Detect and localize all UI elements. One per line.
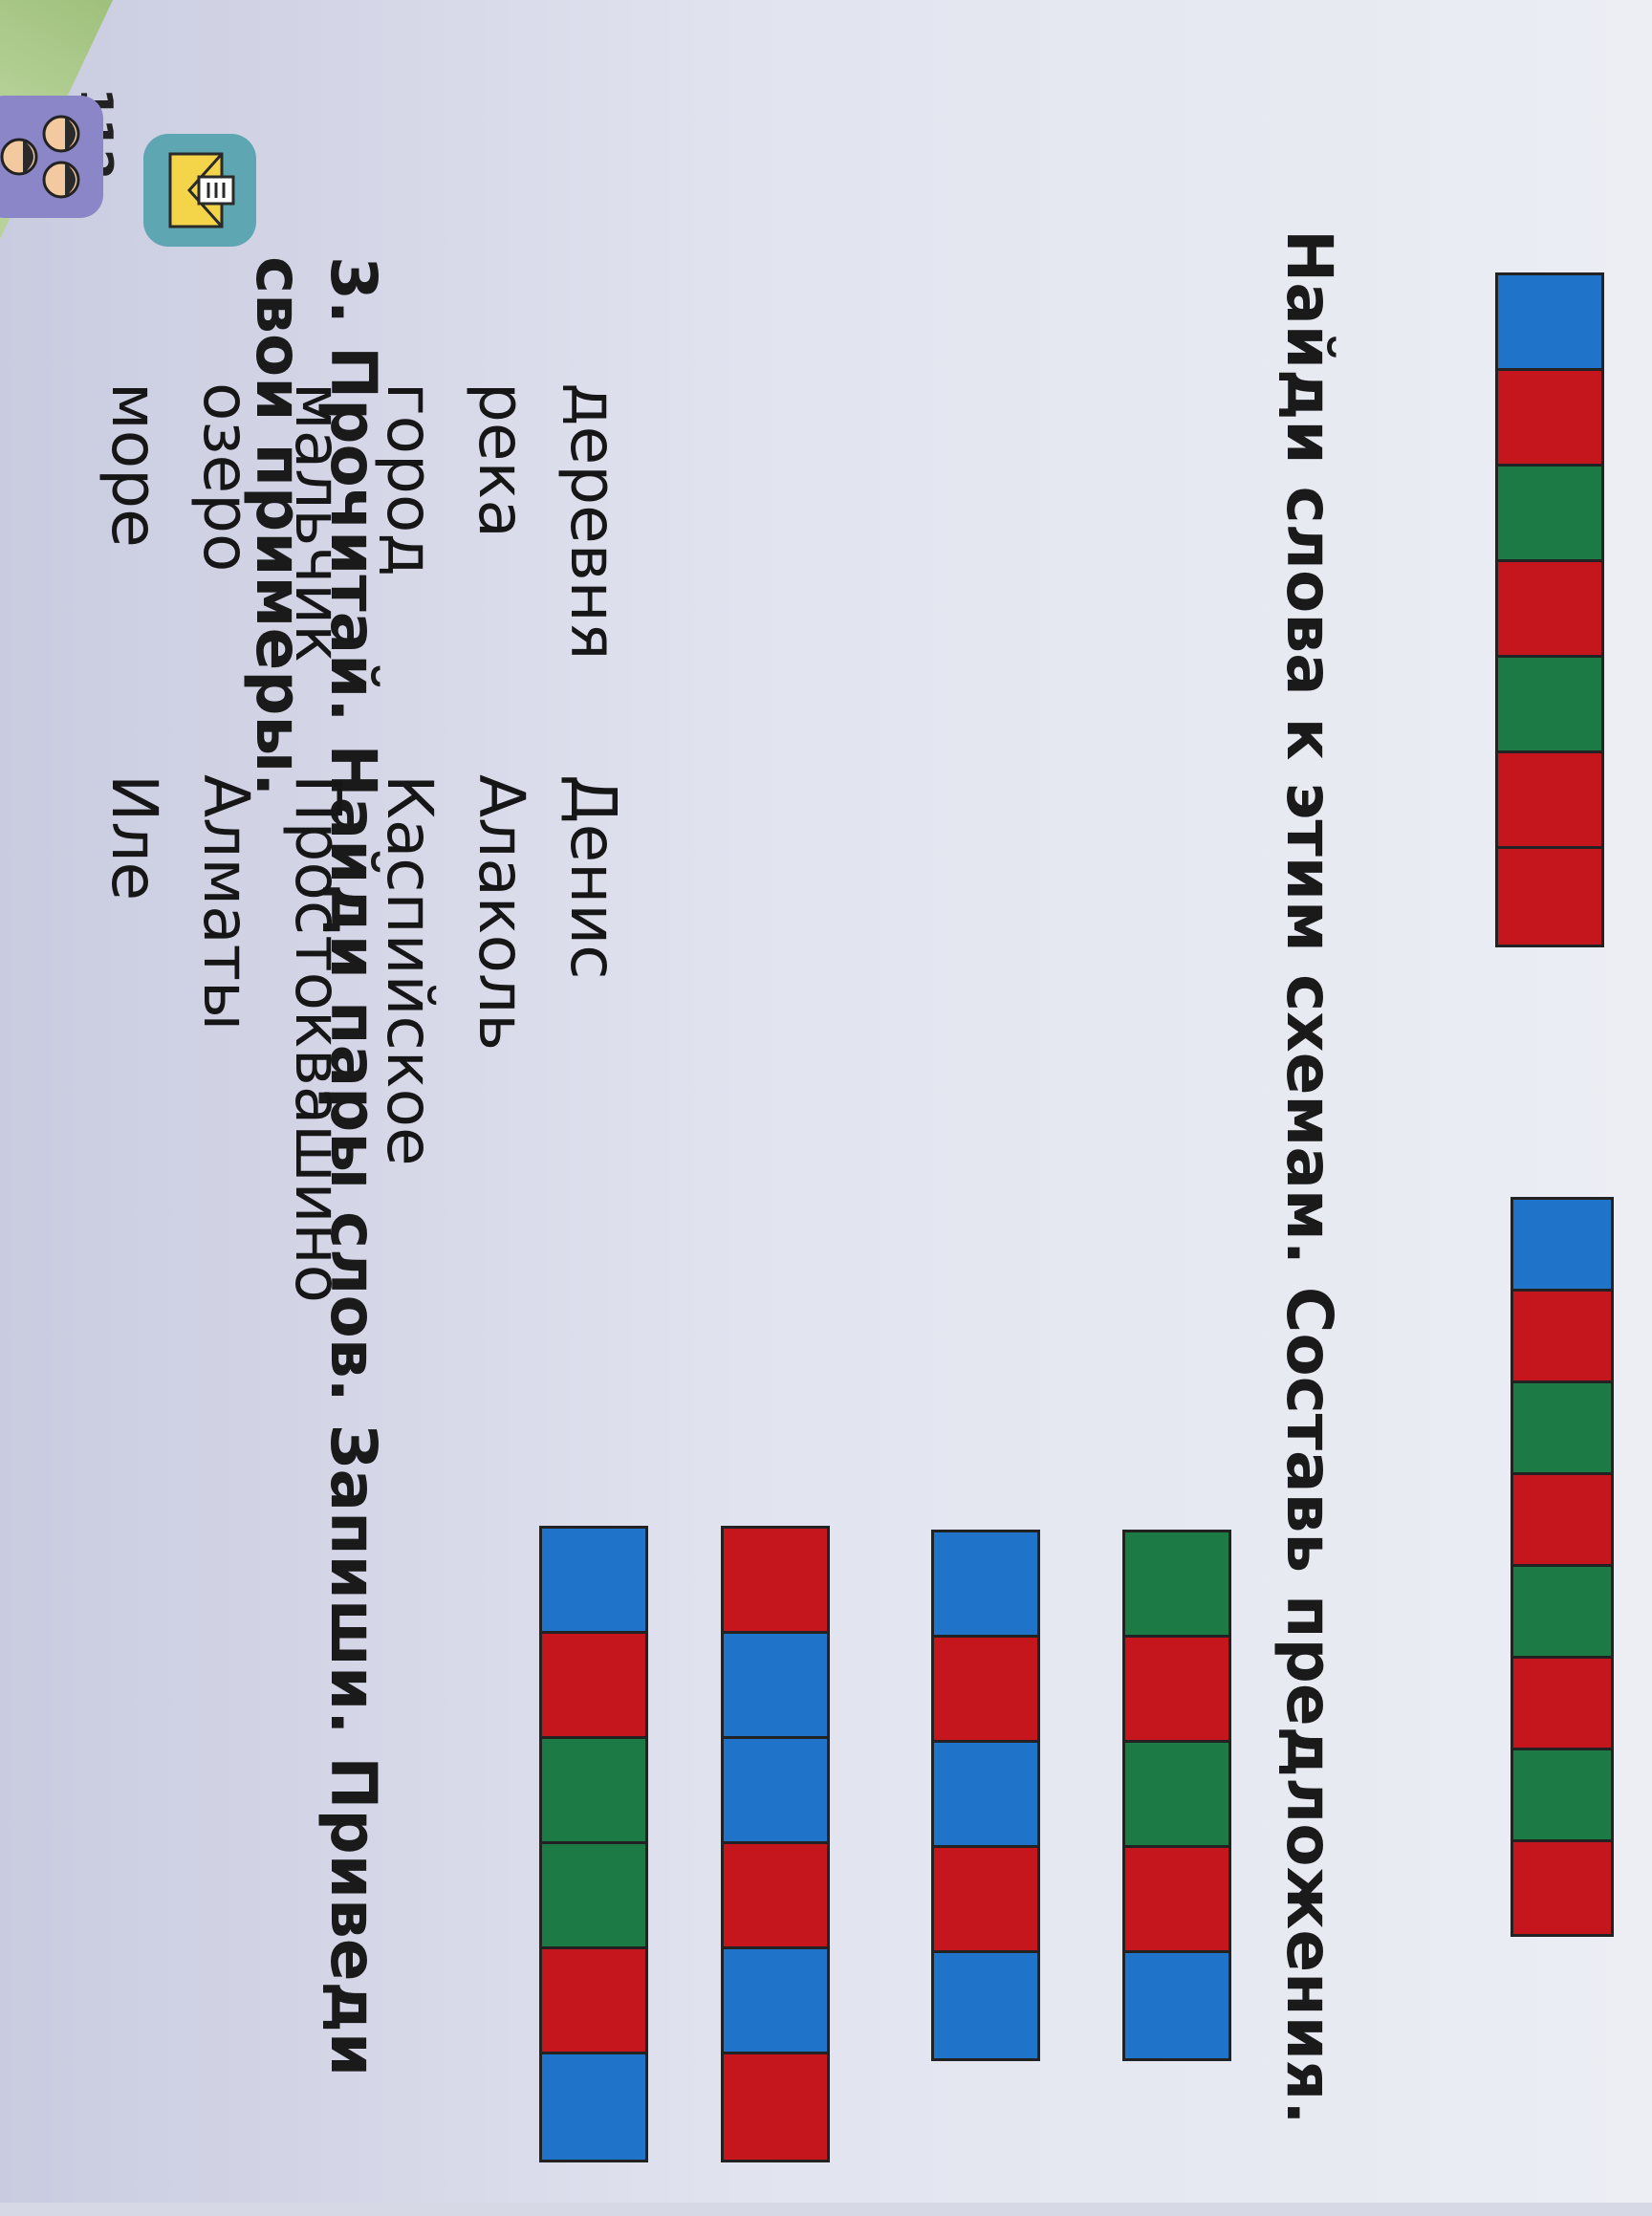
- scheme-cell-red: [724, 1529, 827, 1634]
- scheme-cell-blue: [724, 1739, 827, 1844]
- scheme-cell-blue: [1498, 275, 1601, 371]
- scheme-cell-red: [1125, 1848, 1228, 1953]
- scheme-cell-red: [724, 2054, 827, 2160]
- scheme-cell-green: [1513, 1567, 1611, 1659]
- scheme-cell-blue: [724, 1949, 827, 2054]
- scheme-cell-blue: [542, 2054, 645, 2160]
- word-right-6: Иле: [98, 774, 171, 902]
- word-column-right: Денис Алаколь Каспийское Простоквашино А…: [88, 774, 639, 1303]
- word-scheme-right-4: [539, 1526, 648, 2162]
- scheme-cell-green: [1498, 467, 1601, 562]
- group-icon-graphic: [0, 115, 80, 199]
- scheme-cell-red: [542, 1949, 645, 2054]
- word-column-left: деревня река город мальчик озеро море: [88, 382, 639, 663]
- word-scheme-top-2: [1511, 1197, 1614, 1937]
- scheme-cell-red: [934, 1638, 1037, 1743]
- scheme-cell-red: [1513, 1292, 1611, 1383]
- word-right-5: Алматы: [189, 774, 263, 1032]
- scheme-cell-red: [1498, 849, 1601, 945]
- scheme-cell-green: [1513, 1383, 1611, 1475]
- scheme-cell-red: [1513, 1842, 1611, 1934]
- word-scheme-top-1: [1495, 272, 1604, 947]
- scheme-cell-red: [1513, 1659, 1611, 1750]
- envelope-icon: [143, 134, 256, 247]
- word-scheme-right-2: [931, 1530, 1040, 2061]
- scheme-cell-green: [1498, 658, 1601, 753]
- scheme-cell-red: [1498, 753, 1601, 849]
- scheme-cell-green: [542, 1739, 645, 1844]
- scheme-cell-red: [542, 1634, 645, 1739]
- envelope-icon-graphic: [168, 152, 235, 228]
- word-scheme-right-3: [721, 1526, 830, 2162]
- scheme-cell-green: [542, 1844, 645, 1949]
- word-left-2: река: [465, 382, 538, 538]
- word-right-2: Алаколь: [465, 774, 538, 1052]
- task-4-instruction: Найди слова к этим схемам. Составь предл…: [1272, 229, 1346, 2125]
- word-right-1: Денис: [556, 774, 630, 980]
- scheme-cell-red: [1498, 371, 1601, 467]
- scheme-cell-green: [1125, 1743, 1228, 1848]
- scheme-cell-red: [1125, 1638, 1228, 1743]
- word-scheme-right-1: [1122, 1530, 1231, 2061]
- word-left-5: озеро: [189, 382, 263, 573]
- scheme-cell-blue: [934, 1532, 1037, 1638]
- group-work-icon: [0, 96, 103, 218]
- word-right-3: Каспийское: [373, 774, 446, 1166]
- word-left-3: город: [373, 382, 446, 576]
- scheme-cell-red: [934, 1848, 1037, 1953]
- word-left-1: деревня: [556, 382, 630, 661]
- scheme-cell-blue: [542, 1529, 645, 1634]
- word-left-4: мальчик: [281, 382, 355, 663]
- scheme-cell-green: [1125, 1532, 1228, 1638]
- scheme-cell-blue: [1513, 1200, 1611, 1292]
- scheme-cell-green: [1513, 1750, 1611, 1842]
- scheme-cell-red: [1498, 562, 1601, 658]
- word-left-6: море: [98, 382, 171, 548]
- scheme-cell-red: [1513, 1475, 1611, 1567]
- scheme-cell-red: [724, 1844, 827, 1949]
- word-right-4: Простоквашино: [281, 774, 355, 1304]
- scheme-cell-blue: [934, 1743, 1037, 1848]
- scheme-cell-blue: [724, 1634, 827, 1739]
- scheme-cell-blue: [934, 1953, 1037, 2058]
- scheme-cell-blue: [1125, 1953, 1228, 2058]
